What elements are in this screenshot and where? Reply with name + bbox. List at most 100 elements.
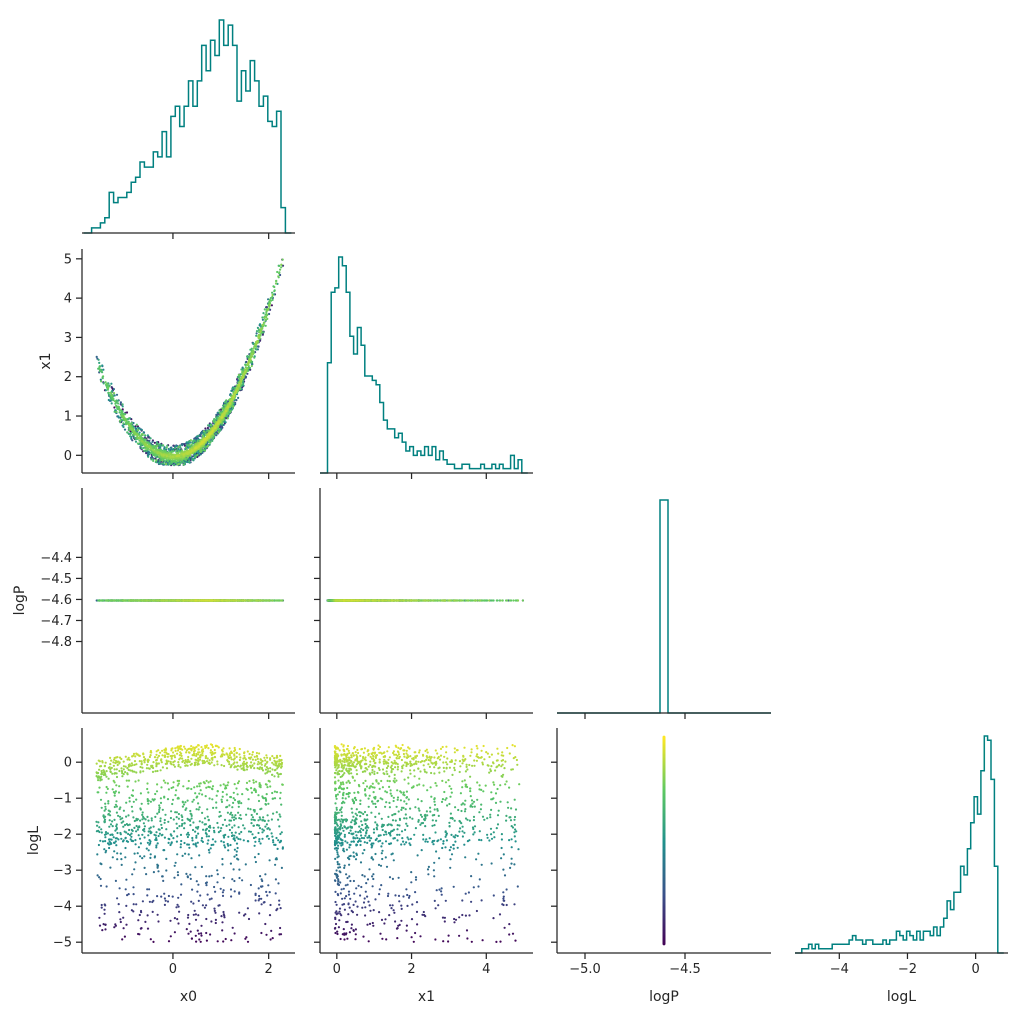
scatter-point <box>244 599 247 602</box>
scatter-point <box>107 398 110 402</box>
scatter-point <box>151 440 154 443</box>
scatter-point <box>249 368 252 371</box>
scatter-point <box>223 412 226 415</box>
scatter-point <box>133 431 136 434</box>
scatter-point <box>271 291 274 294</box>
scatter-point <box>130 428 133 431</box>
scatter-point <box>204 438 207 441</box>
scatter-point <box>206 426 209 430</box>
scatter-point <box>257 335 260 338</box>
scatter-point <box>182 599 185 602</box>
scatter-point <box>152 448 155 452</box>
scatter-point <box>264 316 267 319</box>
scatter-point <box>190 443 193 446</box>
scatter-point <box>157 443 160 446</box>
scatter-point <box>280 599 283 602</box>
scatter-point <box>278 264 281 267</box>
scatter-point <box>165 599 168 602</box>
scatter-point <box>271 293 274 297</box>
scatter-point <box>165 446 168 449</box>
scatter-point <box>109 391 112 394</box>
scatter-point <box>169 455 172 458</box>
scatter-point <box>132 421 135 425</box>
scatter-point <box>194 599 197 602</box>
scatter-point <box>147 455 150 458</box>
scatter-point <box>163 446 166 449</box>
scatter-point <box>224 421 227 424</box>
scatter-point <box>145 599 148 602</box>
scatter-point <box>258 323 262 326</box>
scatter-point <box>262 312 265 315</box>
scatter-point <box>102 375 105 378</box>
scatter-point <box>280 266 283 269</box>
scatter-point <box>241 599 244 602</box>
scatter-point <box>117 402 120 405</box>
scatter-point <box>137 426 140 429</box>
scatter-point <box>117 415 120 418</box>
scatter-point <box>118 411 121 414</box>
scatter-point <box>228 402 231 405</box>
scatter-point <box>252 347 255 350</box>
scatter-point <box>138 599 141 602</box>
scatter-point <box>115 410 118 413</box>
scatter-point <box>266 313 269 316</box>
scatter-point <box>247 599 251 602</box>
scatter-point <box>201 599 204 602</box>
scatter-point <box>176 463 179 466</box>
scatter-point <box>152 459 155 462</box>
scatter-point <box>211 599 214 602</box>
scatter-point <box>204 427 207 430</box>
scatter-layer <box>95 258 666 946</box>
scatter-point <box>114 402 117 405</box>
scatter-point <box>123 428 127 431</box>
scatter-point <box>262 321 266 324</box>
scatter-point <box>226 417 229 420</box>
scatter-point <box>162 462 165 465</box>
scatter-point <box>100 369 103 372</box>
scatter-point <box>143 434 146 437</box>
scatter-point <box>224 401 227 404</box>
scatter-point <box>203 449 207 452</box>
scatter-point <box>113 400 117 403</box>
scatter-point <box>261 316 264 319</box>
scatter-point <box>251 342 255 345</box>
scatter-point <box>257 599 260 602</box>
scatter-point <box>264 318 267 321</box>
scatter-point <box>162 599 165 602</box>
scatter-point <box>136 434 139 437</box>
scatter-point <box>218 409 221 412</box>
scatter-point <box>247 361 251 364</box>
scatter-point <box>102 382 105 385</box>
scatter-point <box>228 599 231 602</box>
scatter-point <box>230 399 233 402</box>
scatter-point <box>145 444 148 447</box>
scatter-point <box>168 453 171 457</box>
scatter-point <box>214 427 217 430</box>
scatter-point <box>187 460 191 463</box>
scatter-point <box>214 599 217 602</box>
scatter-point <box>199 599 202 602</box>
scatter-point <box>102 368 105 371</box>
scatter-point <box>110 402 113 405</box>
scatter-point <box>250 356 253 359</box>
scatter-point <box>253 356 256 359</box>
scatter-point <box>121 408 124 411</box>
scatter-point <box>196 453 199 457</box>
scatter-point <box>130 599 133 602</box>
scatter-point <box>105 383 108 386</box>
scatter-point <box>128 599 131 602</box>
scatter-point <box>268 305 271 308</box>
scatter-point <box>271 295 274 299</box>
scatter-point <box>186 599 189 602</box>
scatter-point <box>155 459 158 462</box>
scatter-point <box>275 280 278 283</box>
scatter-x1-vs-x0 <box>95 258 285 467</box>
scatter-point <box>149 599 152 602</box>
scatter-point <box>165 462 168 466</box>
scatter-point <box>240 379 243 382</box>
scatter-point <box>156 452 159 455</box>
scatter-point <box>249 358 252 361</box>
scatter-point <box>194 447 197 450</box>
scatter-point <box>104 389 107 392</box>
scatter-point <box>101 364 104 367</box>
